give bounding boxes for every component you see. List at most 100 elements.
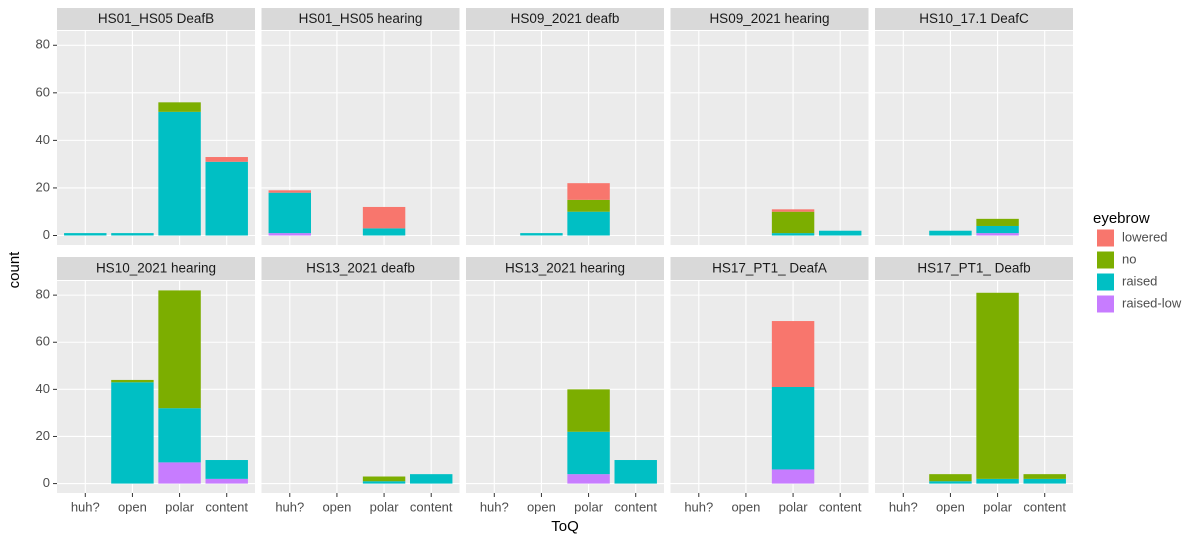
bar-segment [771,469,815,484]
legend-label: raised [1122,273,1157,288]
panel-background [875,281,1073,493]
y-tick-label: 60 [36,334,50,349]
strip-background [57,257,255,280]
bar-segment [567,431,610,475]
bar-segment [771,233,815,236]
legend-key [1097,251,1114,269]
strip-background [670,8,869,30]
strip-background [57,8,255,30]
facet-title: HS01_HS05 hearing [299,11,423,26]
strip-background [670,257,869,280]
facet-title: HS09_2021 hearing [709,11,829,26]
y-tick-label: 60 [36,84,50,99]
panel-background [466,281,664,493]
x-tick-label: huh? [275,499,304,514]
y-tick-label: 0 [43,475,50,490]
bar-segment [362,481,406,484]
bar-segment [567,199,610,212]
x-tick-label: polar [165,499,195,514]
panel-background [261,281,460,493]
bar-segment [567,474,610,484]
bar-segment [976,233,1019,236]
y-tick-label: 20 [36,179,50,194]
facet-title: HS10_17.1 DeafC [919,11,1029,26]
y-tick-label: 80 [36,287,50,302]
x-tick-label: polar [574,499,604,514]
x-tick-label: content [819,499,862,514]
bar-segment [819,230,862,236]
x-tick-label: huh? [684,499,713,514]
bar-segment [268,233,311,236]
y-tick-label: 20 [36,428,50,443]
bar-segment [64,233,107,236]
facet-title: HS17_PT1_ DeafA [712,261,827,276]
bar-segment [1023,474,1066,479]
bar-segment [614,460,657,484]
bar-segment [158,462,201,484]
x-tick-label: open [936,499,965,514]
bar-segment [567,183,610,200]
x-tick-label: open [731,499,760,514]
legend-key [1097,229,1114,247]
y-tick-label: 80 [36,37,50,52]
y-tick-label: 0 [43,227,50,242]
bar-segment [929,230,972,236]
bar-segment [158,290,201,409]
bar-segment [771,209,815,212]
bar-segment [362,206,406,229]
bar-segment [1023,478,1066,484]
bar-segment [929,481,972,484]
bar-segment [771,321,815,387]
x-tick-label: open [118,499,147,514]
x-tick-label: open [322,499,351,514]
facet-title: HS10_2021 hearing [96,261,216,276]
legend-key [1097,295,1114,313]
bar-segment [111,382,154,484]
y-axis-label: count [6,251,23,289]
bar-segment [362,476,406,482]
bar-segment [205,460,248,479]
strip-background [466,8,664,30]
y-tick-label: 40 [36,132,50,147]
strip-background [261,8,460,30]
bar-segment [268,192,311,234]
x-axis-label: ToQ [551,518,579,535]
y-tick-label: 40 [36,381,50,396]
facet-title: HS01_HS05 DeafB [98,11,214,26]
bar-segment [567,211,610,236]
bar-segment [268,190,311,193]
x-tick-label: polar [983,499,1013,514]
bar-segment [111,379,154,383]
facet-title: HS09_2021 deafb [511,11,620,26]
bar-segment [976,218,1019,226]
panel-background [57,281,255,493]
x-tick-label: open [527,499,556,514]
x-tick-label: content [614,499,657,514]
x-tick-label: polar [370,499,400,514]
panel-background [670,281,869,493]
bar-segment [520,233,563,236]
x-tick-label: huh? [71,499,100,514]
x-tick-label: huh? [480,499,509,514]
bar-segment [205,157,248,162]
strip-background [875,257,1073,280]
bar-segment [929,474,972,482]
bar-segment [111,233,154,236]
facet-title: HS13_2021 deafb [306,261,415,276]
bar-segment [567,389,610,432]
strip-background [875,8,1073,30]
bar-segment [410,474,453,484]
facet-title: HS17_PT1_ Deafb [917,261,1030,276]
strip-background [261,257,460,280]
panel-background [670,31,869,245]
strip-background [466,257,664,280]
bar-segment [158,111,201,236]
bar-segment [771,211,815,234]
legend-label: raised-low [1122,295,1182,310]
x-tick-label: polar [779,499,809,514]
bar-segment [976,478,1019,484]
facet-title: HS13_2021 hearing [505,261,625,276]
legend-label: no [1122,251,1136,266]
bar-segment [158,408,201,463]
